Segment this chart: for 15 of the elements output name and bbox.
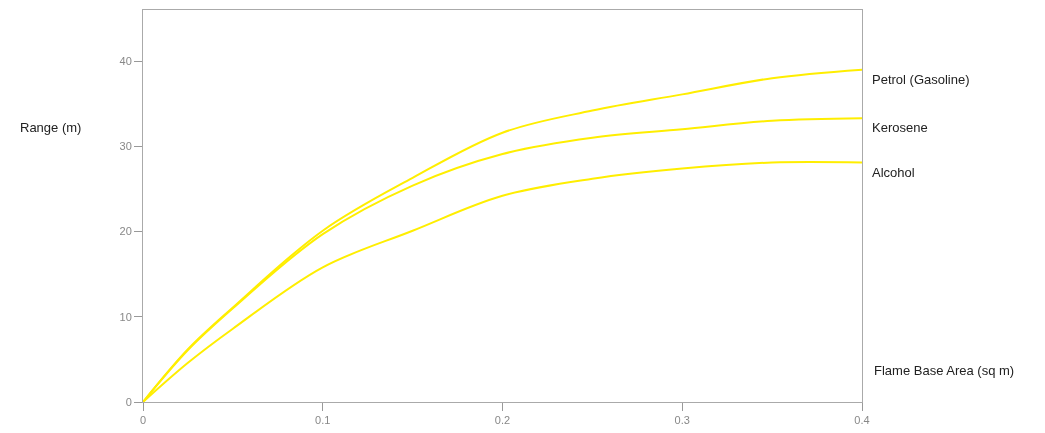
x-tick-label: 0.2 (494, 414, 511, 427)
x-tick-label: 0.3 (674, 414, 690, 427)
series-label: Kerosene (872, 120, 928, 135)
x-axis-title: Flame Base Area (sq m) (874, 363, 1015, 378)
y-tick-label: 30 (119, 140, 132, 153)
y-tick-label: 40 (119, 54, 132, 67)
series-label: Alcohol (872, 165, 915, 180)
x-tick-label: 0.4 (854, 414, 870, 427)
y-tick-label: 20 (119, 225, 132, 238)
y-tick-label: 0 (125, 395, 132, 408)
series-label: Petrol (Gasoline) (872, 72, 970, 87)
y-tick-label: 10 (119, 310, 132, 323)
y-axis-title: Range (m) (20, 120, 82, 135)
x-tick-label: 0.1 (315, 414, 331, 427)
x-tick-label: 0 (139, 414, 147, 427)
